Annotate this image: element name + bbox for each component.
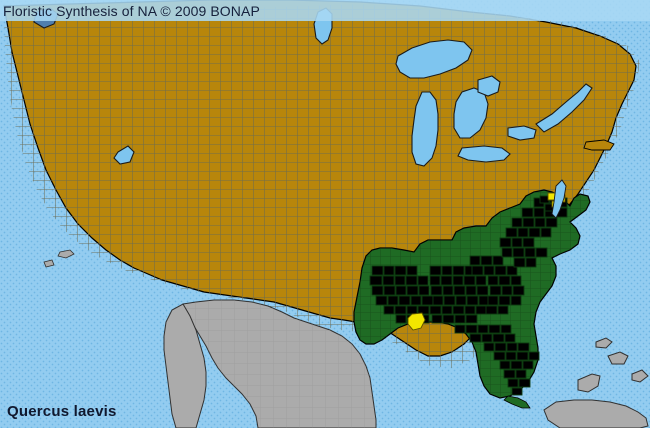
county-cluster-louisiana <box>369 265 434 324</box>
county-cluster-mississippi-alabama <box>429 265 490 324</box>
county-present-bright-green <box>369 195 568 396</box>
rare-county-louisiana <box>407 312 426 331</box>
species-name-label: Quercus laevis <box>7 403 117 420</box>
map-title-bar: Floristic Synthesis of NA © 2009 BONAP <box>0 0 650 21</box>
county-cluster-carolinas <box>499 197 568 268</box>
county-cluster-florida <box>454 324 540 396</box>
county-cluster-georgia <box>469 255 525 315</box>
outside-region-gray-areas <box>163 299 649 428</box>
coastal-detail <box>43 139 615 409</box>
copyright-title: Floristic Synthesis of NA © 2009 BONAP <box>3 2 260 19</box>
title-backdrop <box>0 0 650 21</box>
